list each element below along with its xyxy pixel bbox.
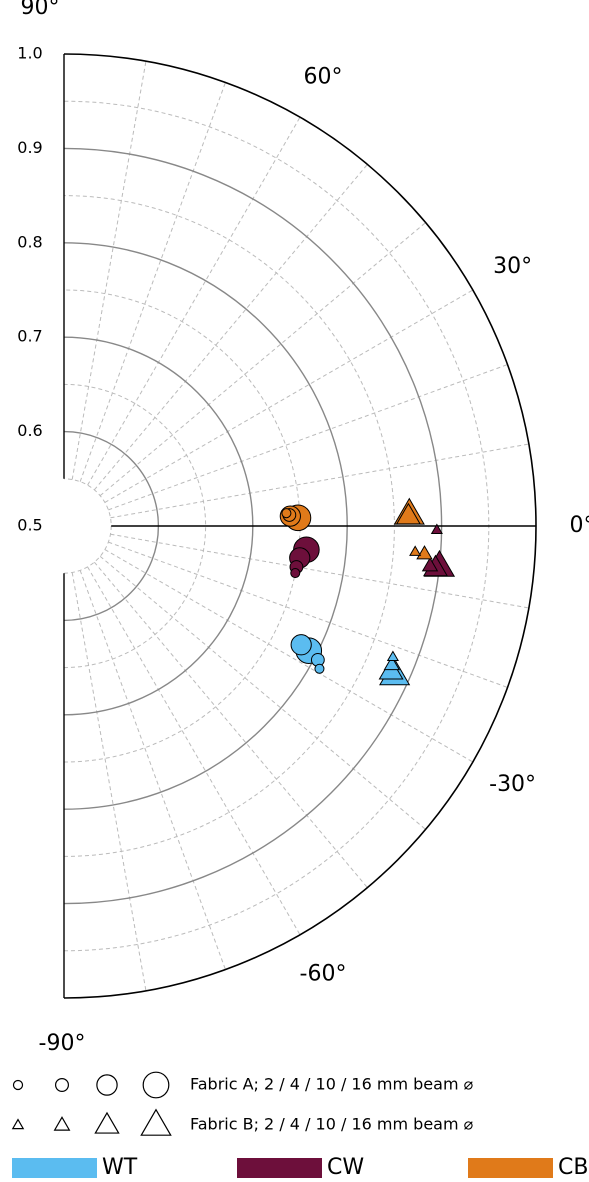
r-tick-label: 0.8 xyxy=(17,232,42,251)
minor-grid-circle xyxy=(63,478,112,574)
spoke-grid-line xyxy=(71,61,147,480)
spoke-grid-line xyxy=(99,222,426,497)
legend-label: Fabric B; 2 / 4 / 10 / 16 mm beam ⌀ xyxy=(190,1115,474,1134)
data-point xyxy=(409,545,422,556)
spoke-grid-line xyxy=(108,541,508,688)
data-point xyxy=(281,508,292,519)
data-point xyxy=(395,502,421,525)
legend-label: CW xyxy=(327,1155,364,1180)
spoke-grid-line xyxy=(71,572,147,991)
legend-marker xyxy=(94,1111,120,1134)
spoke-grid-line xyxy=(93,561,368,888)
spoke-grid-line xyxy=(79,570,226,970)
legend-swatch xyxy=(237,1158,322,1178)
r-tick-label: 0.6 xyxy=(17,421,42,440)
legend-marker xyxy=(96,1074,118,1096)
spoke-grid-line xyxy=(104,549,474,763)
legend-label: WT xyxy=(102,1155,138,1180)
data-point xyxy=(290,634,312,656)
r-tick-label: 0.7 xyxy=(17,327,42,346)
r-tick-label: 1.0 xyxy=(17,44,42,63)
data-point xyxy=(383,655,401,671)
legend-marker xyxy=(54,1077,69,1092)
theta-tick-label: -60° xyxy=(300,962,347,987)
spoke-grid-line xyxy=(99,555,426,830)
data-point xyxy=(416,545,433,560)
r-tick-label: 0.9 xyxy=(17,138,42,157)
minor-grid-circle xyxy=(63,383,207,669)
theta-tick-label: -30° xyxy=(489,772,536,797)
theta-tick-label: 60° xyxy=(304,64,343,89)
legend-label: CB xyxy=(558,1155,588,1180)
data-point xyxy=(386,650,399,661)
data-point xyxy=(314,663,325,674)
legend-swatch xyxy=(12,1158,97,1178)
legend-marker xyxy=(142,1071,170,1099)
spoke-grid-line xyxy=(108,364,508,511)
spoke-grid-line xyxy=(110,533,529,609)
data-point xyxy=(421,557,439,572)
data-point xyxy=(430,523,443,535)
spoke-grid-line xyxy=(87,116,301,486)
spoke-grid-line xyxy=(110,443,529,519)
theta-tick-label: 0° xyxy=(570,513,589,538)
legend-label: Fabric A; 2 / 4 / 10 / 16 mm beam ⌀ xyxy=(190,1075,474,1094)
spoke-grid-line xyxy=(87,566,301,936)
spoke-grid-line xyxy=(104,289,474,503)
theta-tick-label: 30° xyxy=(493,254,532,279)
legend-marker xyxy=(11,1118,25,1130)
theta-tick-label: 90° xyxy=(21,0,60,20)
r-tick-label: 0.5 xyxy=(17,516,42,535)
legend-swatch xyxy=(468,1158,553,1178)
minor-grid-circle xyxy=(63,289,301,763)
legend-marker xyxy=(53,1116,71,1131)
spoke-grid-line xyxy=(79,82,226,482)
data-point xyxy=(290,568,301,579)
theta-tick-label: -90° xyxy=(39,1031,86,1056)
legend-marker xyxy=(140,1108,172,1136)
spoke-grid-line xyxy=(93,164,368,491)
legend-marker xyxy=(12,1079,24,1091)
